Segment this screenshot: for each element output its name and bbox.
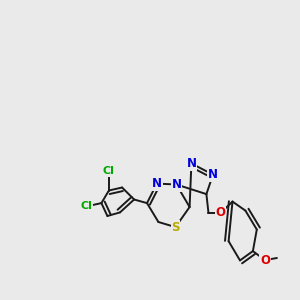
Text: N: N [171,178,182,191]
Text: N: N [186,157,197,170]
Text: N: N [208,168,218,181]
Text: Cl: Cl [80,201,92,212]
Text: N: N [152,177,162,190]
Text: Cl: Cl [103,166,115,176]
Text: O: O [260,254,270,267]
Text: S: S [171,220,180,234]
Text: O: O [215,206,226,220]
